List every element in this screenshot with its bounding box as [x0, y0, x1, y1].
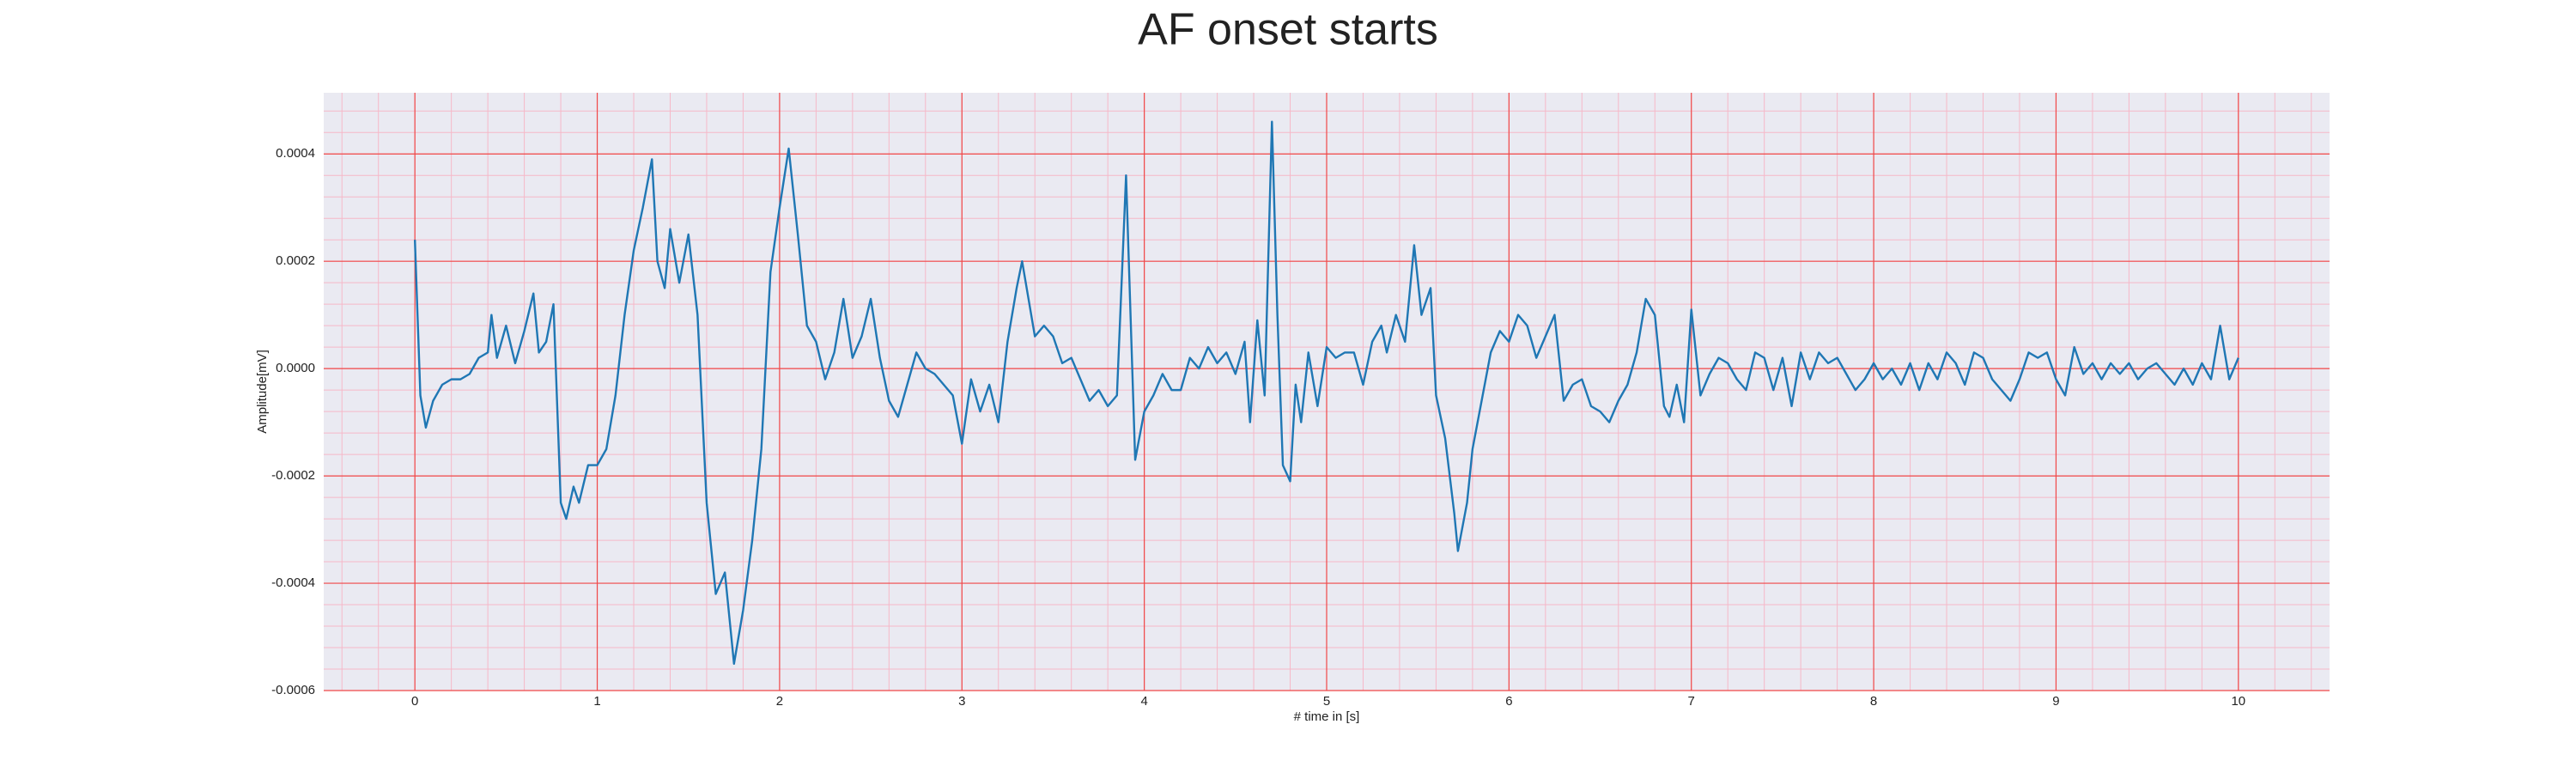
y-tick-label: 0.0000 — [276, 361, 315, 375]
y-tick-label: -0.0006 — [271, 683, 315, 697]
chart-title: AF onset starts — [1138, 5, 1438, 55]
x-tick-label: 3 — [958, 694, 965, 709]
x-tick-label: 8 — [1870, 694, 1877, 709]
y-tick-label: -0.0002 — [271, 468, 315, 483]
x-tick-label: 9 — [2052, 694, 2059, 709]
y-tick-label: 0.0002 — [276, 253, 315, 268]
x-axis-label: # time in [s] — [1294, 709, 1360, 724]
y-tick-label: -0.0004 — [271, 575, 315, 590]
x-tick-label: 6 — [1505, 694, 1512, 709]
x-tick-label: 0 — [411, 694, 418, 709]
signal-line — [413, 120, 2239, 665]
x-tick-label: 4 — [1140, 694, 1147, 709]
x-tick-label: 10 — [2231, 694, 2245, 709]
x-tick-label: 5 — [1323, 694, 1330, 709]
x-tick-label: 7 — [1688, 694, 1695, 709]
x-tick-label: 1 — [593, 694, 600, 709]
y-axis-label: Amplitude[mV] — [255, 350, 270, 434]
x-tick-label: 2 — [776, 694, 783, 709]
y-tick-label: 0.0004 — [276, 146, 315, 161]
